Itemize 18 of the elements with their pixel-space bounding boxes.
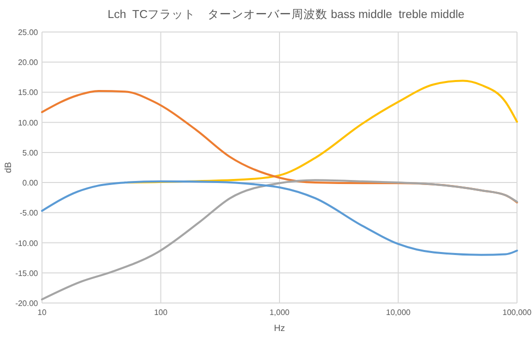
y-tick-label: -15.00 — [15, 268, 39, 278]
x-tick-label: 1,000 — [269, 308, 290, 317]
y-tick-label: -20.00 — [15, 299, 39, 308]
y-tick-label: 10.00 — [18, 118, 39, 128]
x-tick-label: 10 — [38, 308, 47, 317]
x-tick-label: 100 — [154, 308, 168, 317]
x-axis-title: Hz — [274, 323, 286, 333]
y-tick-label: 20.00 — [18, 58, 39, 68]
y-tick-label: 15.00 — [18, 88, 39, 98]
y-tick-label: 0.00 — [22, 178, 39, 188]
y-tick-label: 25.00 — [18, 28, 39, 37]
y-tick-label: -5.00 — [20, 208, 39, 218]
y-tick-label: 5.00 — [22, 148, 39, 158]
y-tick-label: -10.00 — [15, 238, 39, 248]
x-tick-label: 10,000 — [386, 308, 412, 317]
x-tick-label: 100,000 — [502, 308, 532, 317]
chart-title: Lch TCフラット ターンオーバー周波数 bass middle treble middle — [108, 8, 464, 21]
y-axis-title: dB — [3, 162, 13, 174]
